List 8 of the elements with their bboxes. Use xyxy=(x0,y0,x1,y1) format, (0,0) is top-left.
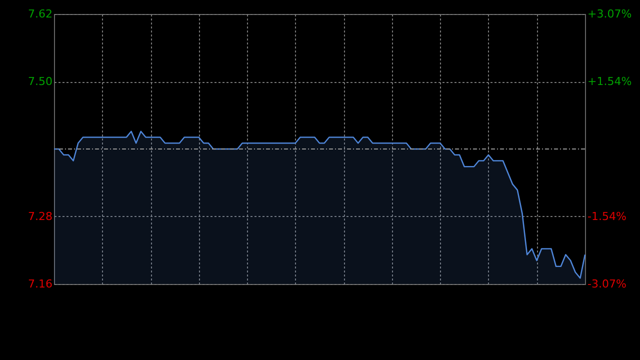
y2-tick-label: -3.07% xyxy=(588,278,626,290)
y-tick-label: 7.50 xyxy=(28,75,52,88)
y-tick-label: 7.62 xyxy=(28,8,52,20)
y2-tick-label: -1.54% xyxy=(588,210,626,224)
y2-tick-label: +3.07% xyxy=(588,8,632,20)
y-tick-label: 7.28 xyxy=(28,210,52,223)
y2-tick-label: +1.54% xyxy=(588,74,632,88)
y-tick-label: 7.16 xyxy=(28,278,52,290)
